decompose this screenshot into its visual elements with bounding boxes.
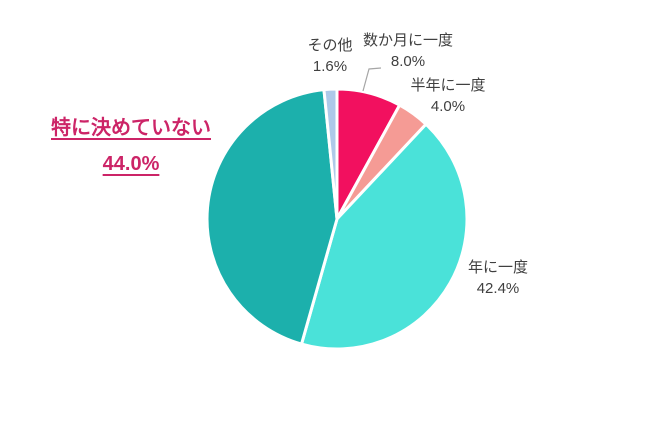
- label-year: 年に一度 42.4%: [438, 257, 558, 299]
- label-other: その他 1.6%: [290, 35, 370, 77]
- label-few-months: 数か月に一度 8.0%: [348, 30, 468, 72]
- pie-slice-2: [300, 122, 469, 351]
- label-undecided: 特に決めていない 44.0%: [21, 110, 241, 182]
- label-few-months-name: 数か月に一度: [362, 32, 453, 49]
- pie-slices: [205, 87, 469, 351]
- label-other-name: その他: [307, 37, 353, 54]
- label-few-months-value: 8.0%: [390, 53, 426, 70]
- pie-slice-3: [205, 88, 339, 346]
- label-undecided-name: 特に決めていない: [51, 117, 211, 139]
- leader-line-few-months: [362, 67, 382, 92]
- label-undecided-value: 44.0%: [102, 153, 160, 175]
- pie-slice-4: [322, 87, 339, 221]
- label-other-value: 1.6%: [312, 58, 348, 75]
- label-half-year-value: 4.0%: [430, 98, 466, 115]
- label-half-year-name: 半年に一度: [410, 77, 486, 94]
- label-year-name: 年に一度: [467, 259, 528, 276]
- label-half-year: 半年に一度 4.0%: [388, 75, 508, 117]
- label-year-value: 42.4%: [476, 280, 520, 297]
